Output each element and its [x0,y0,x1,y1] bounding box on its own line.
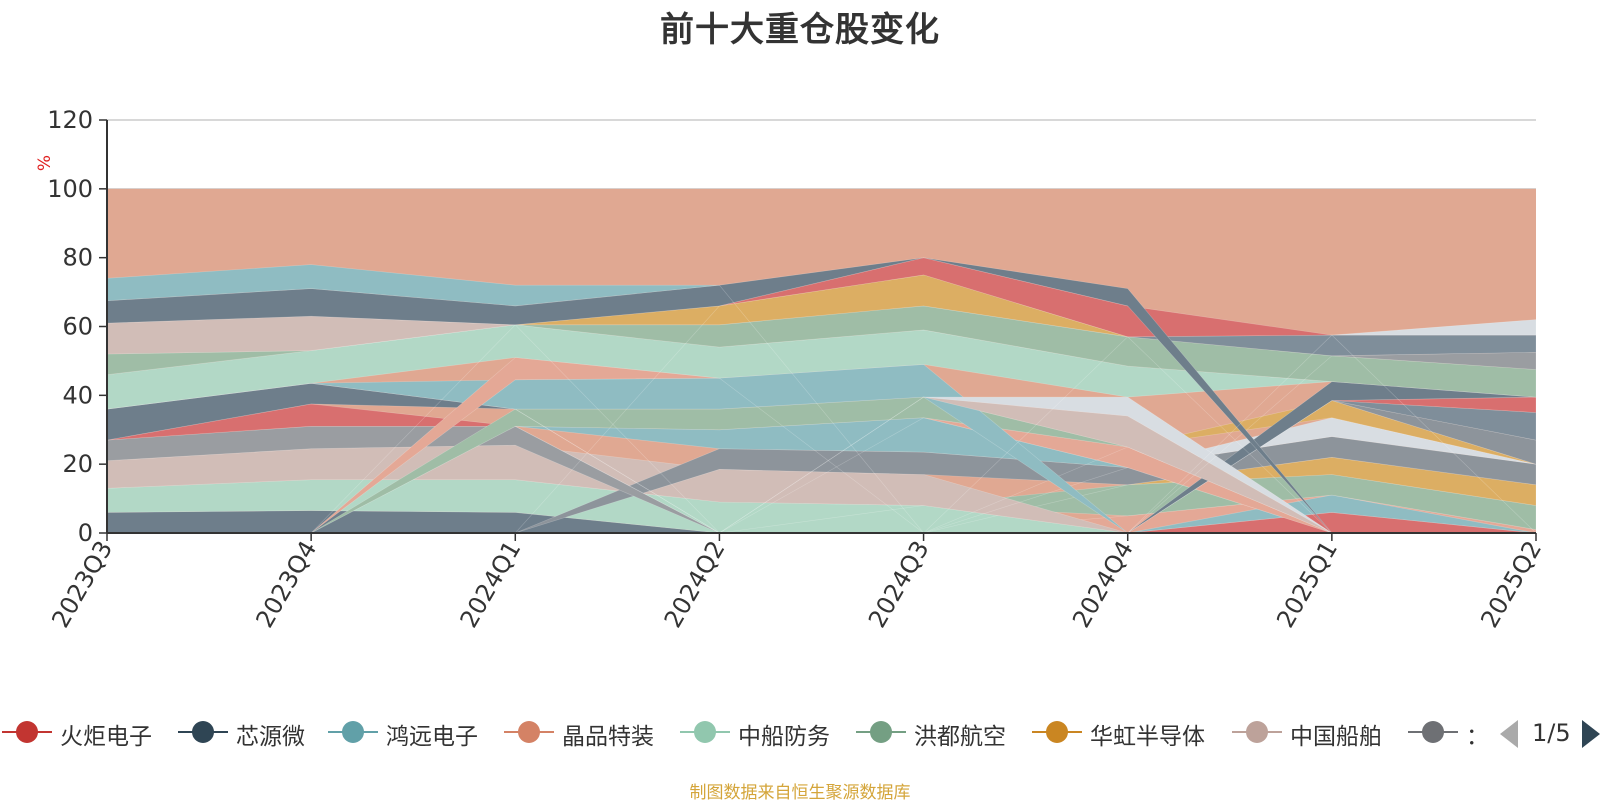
legend-label: 洪都航空 [914,724,1006,750]
area-band [106,364,1536,534]
legend-label: 中船防务 [738,724,830,750]
y-tick-label: 80 [62,244,93,272]
x-tick-label: 2024Q3 [863,536,935,632]
legend-label: 华虹半导体 [1090,724,1205,750]
y-tick-label: 0 [78,519,93,547]
legend-dot-swatch [518,721,540,743]
legend-prev-page-button[interactable] [1500,720,1518,748]
legend-label: 鸿远电子 [386,724,478,750]
x-tick-label: 2024Q4 [1067,536,1139,632]
area-band [107,417,1536,534]
legend-label: ： [1466,717,1482,751]
area-band [107,274,1536,534]
band-layer [106,188,1537,534]
x-tick-label: 2024Q1 [455,536,527,632]
legend-dot-swatch [1422,721,1444,743]
legend-dot-swatch [16,721,38,743]
legend-label: 中国船舶 [1290,724,1382,750]
area-band [107,357,1536,534]
legend-dot-swatch [1246,721,1268,743]
legend-dot-swatch [1046,721,1068,743]
y-tick-label: 20 [62,450,93,478]
legend-dot-swatch [192,721,214,743]
x-tick-label: 2025Q1 [1271,536,1343,632]
y-tick-label: 40 [62,381,93,409]
legend-page-indicator: 1/5 [1532,719,1571,747]
legend: 火炬电子 芯源微 鸿远电子 晶品特装 中船防务 洪都航空 华虹半导体 中国船舶 ： [0,714,1482,754]
x-tick-label: 2023Q4 [250,536,322,632]
y-tick-label: 120 [47,106,93,134]
y-tick-label: 60 [62,313,93,341]
legend-next-page-button[interactable] [1582,720,1600,748]
source-note: 制图数据来自恒生聚源数据库 [689,783,911,803]
x-tick-label: 2024Q2 [659,536,731,632]
x-tick-label: 2023Q3 [46,536,118,632]
legend-dot-swatch [342,721,364,743]
y-tick-label: 100 [47,175,93,203]
x-tick-label: 2025Q2 [1475,536,1547,632]
area-band [106,382,1536,534]
y-axis-unit-label: % [35,155,55,171]
chart-title: 前十大重仓股变化 [660,11,940,49]
area-band [106,403,1536,534]
legend-label: 火炬电子 [60,724,152,750]
legend-dot-swatch [870,721,892,743]
legend-label: 芯源微 [236,724,305,750]
legend-dot-swatch [694,721,716,743]
legend-label: 晶品特装 [562,724,654,750]
area-band [106,324,1537,410]
area-band [106,381,1537,534]
